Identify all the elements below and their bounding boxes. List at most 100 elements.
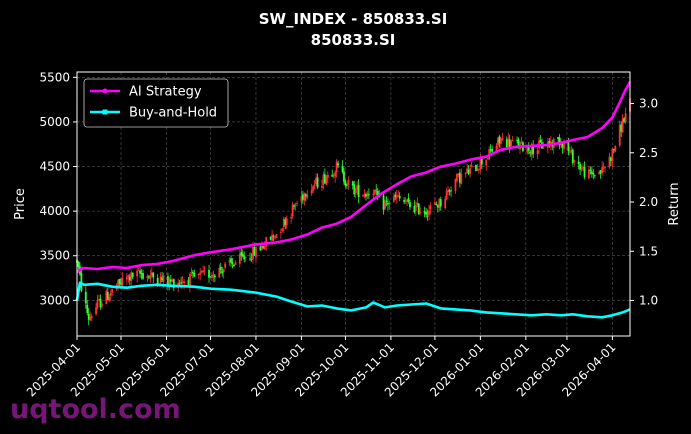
candle-body <box>241 253 244 257</box>
candle-body <box>614 145 617 152</box>
candle-body <box>152 272 155 278</box>
candle-body <box>180 282 183 284</box>
candle-body <box>345 184 348 186</box>
candle-body <box>570 150 573 152</box>
candle-body <box>265 237 268 247</box>
candle-body <box>253 247 256 256</box>
candle-body <box>334 172 337 177</box>
watermark: uqtool.com <box>10 394 181 425</box>
candle-body <box>414 204 417 211</box>
candle-body <box>233 264 235 267</box>
candle-body <box>301 194 304 200</box>
right-axis-ticks: 1.0 1.5 2.0 2.5 3.0 <box>630 97 658 308</box>
candle-body <box>470 164 473 168</box>
candle-body <box>356 185 359 190</box>
candle-body <box>447 189 450 192</box>
candle-body <box>193 273 196 277</box>
candle-body <box>407 198 410 202</box>
candle-body <box>321 185 323 188</box>
ai-strategy-line <box>76 81 632 274</box>
candle-body <box>96 300 99 308</box>
candle-body <box>150 272 153 276</box>
candle-body <box>117 280 119 288</box>
candle-body <box>592 172 595 175</box>
candle-body <box>612 148 615 150</box>
candle-body <box>583 167 586 178</box>
candle-body <box>341 165 344 172</box>
candle-body <box>202 270 205 273</box>
candle-body <box>385 200 388 202</box>
candle-body <box>200 271 203 273</box>
candle-body <box>508 139 511 147</box>
candle-body <box>469 168 472 174</box>
candle-body <box>579 164 582 170</box>
candle-body <box>313 184 316 186</box>
candle-body <box>395 195 398 199</box>
left-axis-ticks: 3000 3500 4000 4500 5000 5500 <box>39 70 77 307</box>
candle-body <box>610 158 612 161</box>
legend-bh-marker <box>102 109 108 115</box>
candle-body <box>392 196 395 202</box>
candle-body <box>230 258 232 263</box>
candle-body <box>213 275 216 278</box>
candle-body <box>255 246 257 258</box>
candle-body <box>156 277 159 285</box>
candle-body <box>234 262 237 265</box>
candle-body <box>211 274 213 278</box>
legend-bh-label: Buy-and-Hold <box>129 106 217 121</box>
candle-body <box>120 282 122 285</box>
candle-body <box>571 149 574 164</box>
candle-body <box>275 234 278 238</box>
candle-body <box>290 216 293 219</box>
candle-body <box>128 276 131 281</box>
candle-body <box>187 279 190 286</box>
candle-body <box>337 163 339 166</box>
candle-body <box>485 160 488 166</box>
candle-body <box>384 202 386 209</box>
candle-body <box>527 146 530 151</box>
candle-body <box>406 199 408 203</box>
candle-body <box>536 150 539 155</box>
candle-body <box>310 189 313 194</box>
plot-frame <box>76 71 631 337</box>
candle-body <box>167 276 169 285</box>
candle-body <box>228 259 231 263</box>
candle-body <box>480 158 483 165</box>
candle-body <box>416 202 419 205</box>
candle-body <box>95 307 97 315</box>
candle-body <box>404 202 407 204</box>
candle-body <box>479 159 482 170</box>
candle-body <box>436 205 439 208</box>
candle-body <box>162 275 165 282</box>
candle-body <box>332 175 335 177</box>
candle-body <box>501 138 504 140</box>
candle-body <box>263 246 266 250</box>
candle-body <box>84 291 87 304</box>
candle-body <box>394 194 397 197</box>
candle-body <box>428 210 430 216</box>
candle-body <box>294 205 297 207</box>
candle-body <box>505 139 508 148</box>
candle-body <box>417 203 420 215</box>
candle-body <box>344 181 347 186</box>
candle-body <box>274 237 276 239</box>
candle-body <box>517 139 520 148</box>
candle-body <box>532 145 535 154</box>
candle-body <box>397 195 400 197</box>
candle-body <box>127 275 130 277</box>
candle-body <box>169 279 172 282</box>
candle-body <box>142 273 144 279</box>
candle-body <box>568 151 571 153</box>
chart-title-line1: SW_INDEX - 850833.SI <box>259 10 448 28</box>
candle-body <box>351 181 354 186</box>
candle-body <box>224 263 227 268</box>
candle-body <box>109 293 112 296</box>
candle-body <box>183 281 185 284</box>
candle-body <box>90 315 93 319</box>
candle-body <box>325 177 328 185</box>
candle-body <box>101 303 103 307</box>
candle-body <box>429 205 432 210</box>
candle-body <box>240 252 243 256</box>
candle-body <box>387 202 389 205</box>
candle-body <box>262 246 265 248</box>
